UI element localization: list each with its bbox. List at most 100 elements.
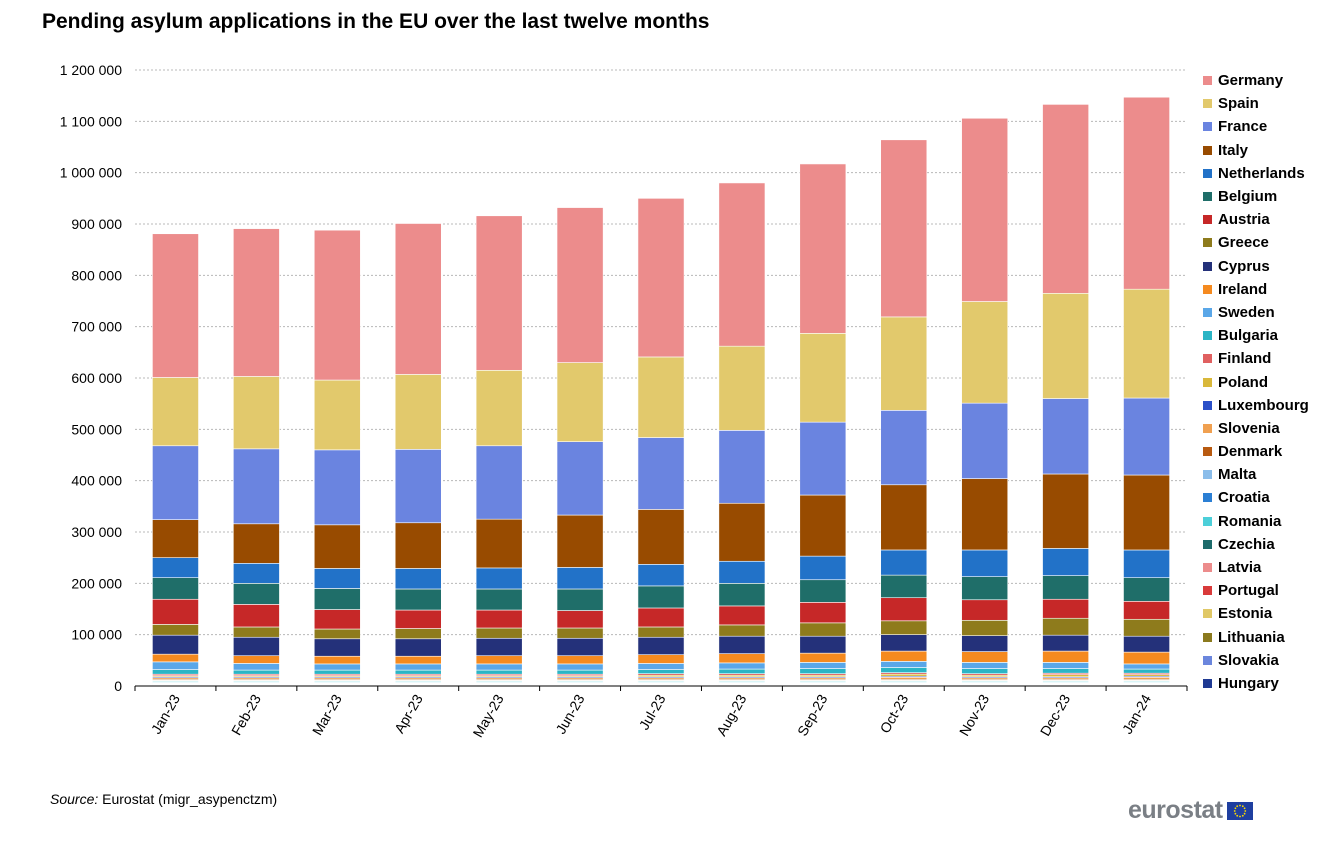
bar-spain-oct-23 (880, 316, 928, 411)
bar-cyprus-jan-23 (152, 634, 199, 655)
legend-item-ireland: Ireland (1203, 278, 1309, 301)
bar-austria-dec-23 (1042, 598, 1089, 619)
legend-swatch (1203, 539, 1212, 549)
bar-netherlands-jun-23 (556, 567, 604, 590)
bar-spain-dec-23 (1042, 292, 1089, 399)
bar-cyprus-jan-24 (1123, 635, 1170, 653)
bar-italy-dec-23 (1042, 473, 1089, 549)
chart-title: Pending asylum applications in the EU ov… (42, 10, 710, 33)
bar-belgium-jan-24 (1123, 577, 1170, 602)
bar-belgium-nov-23 (961, 576, 1009, 601)
legend-swatch (1203, 423, 1212, 433)
bar-germany-nov-23 (961, 117, 1009, 302)
bar-germany-mar-23 (313, 229, 361, 381)
bar-stack-sep-23 (799, 163, 847, 687)
legend-label: Italy (1218, 141, 1249, 159)
bar-stack-jan-24 (1123, 96, 1170, 687)
y-tick-label: 200 000 (71, 575, 122, 591)
bar-spain-feb-23 (233, 376, 280, 450)
y-tick-label: 700 000 (71, 319, 122, 335)
bar-sweden-nov-23 (961, 662, 1009, 669)
eu-flag-icon (1226, 801, 1253, 820)
bar-spain-jan-24 (1123, 288, 1170, 399)
bar-greece-aug-23 (718, 624, 766, 637)
legend-label: Malta (1218, 466, 1257, 484)
legend-swatch (1203, 76, 1212, 86)
bar-italy-aug-23 (718, 502, 766, 562)
legend-item-denmark: Denmark (1203, 440, 1309, 463)
bar-poland-dec-23 (1042, 674, 1089, 678)
bar-netherlands-jan-23 (152, 557, 199, 578)
legend: Germany Spain France Italy Netherlands Belgiu… (1203, 69, 1309, 695)
bar-belgium-aug-23 (718, 583, 766, 607)
x-tick-label: Mar-23 (309, 691, 345, 738)
bar-france-dec-23 (1042, 398, 1089, 475)
legend-item-slovakia: Slovakia (1203, 649, 1309, 672)
bar-ireland-sep-23 (799, 652, 847, 663)
x-tick-label: Jan-23 (148, 691, 183, 736)
legend-item-belgium: Belgium (1203, 185, 1309, 208)
bar-greece-apr-23 (394, 628, 442, 640)
bar-greece-jul-23 (637, 626, 685, 638)
bar-germany-jan-23 (152, 233, 199, 378)
bar-germany-jun-23 (556, 207, 604, 363)
legend-swatch (1203, 516, 1212, 526)
bar-austria-mar-23 (313, 609, 361, 630)
bar-germany-may-23 (475, 215, 523, 371)
bar-stack-aug-23 (718, 182, 766, 687)
bar-italy-jan-24 (1123, 474, 1170, 551)
legend-item-austria: Austria (1203, 208, 1309, 231)
bar-spain-jun-23 (556, 362, 604, 442)
legend-item-croatia: Croatia (1203, 486, 1309, 509)
bar-stack-may-23 (475, 215, 523, 687)
bar-belgium-feb-23 (233, 583, 280, 605)
y-tick-label: 400 000 (71, 473, 122, 489)
legend-item-slovenia: Slovenia (1203, 417, 1309, 440)
legend-label: Denmark (1218, 443, 1283, 461)
bar-cyprus-may-23 (475, 637, 523, 657)
legend-item-czechia: Czechia (1203, 533, 1309, 556)
y-tick-label: 1 100 000 (60, 113, 122, 129)
bar-france-apr-23 (394, 449, 442, 524)
bar-sweden-jan-23 (152, 661, 199, 670)
legend-swatch (1203, 377, 1212, 387)
legend-swatch (1203, 122, 1212, 132)
bar-ireland-jan-24 (1123, 651, 1170, 665)
bar-spain-sep-23 (799, 333, 847, 423)
bar-ireland-aug-23 (718, 653, 766, 664)
bar-netherlands-nov-23 (961, 549, 1009, 577)
x-tick-label: Dec-23 (1037, 691, 1074, 738)
bar-cyprus-apr-23 (394, 638, 442, 657)
bar-cyprus-dec-23 (1042, 634, 1089, 652)
x-tick-label: Feb-23 (228, 691, 264, 738)
bar-france-aug-23 (718, 430, 766, 504)
bar-ireland-mar-23 (313, 655, 361, 665)
bar-sweden-sep-23 (799, 662, 847, 669)
bar-italy-jun-23 (556, 514, 604, 568)
bar-cyprus-jun-23 (556, 637, 604, 657)
bar-bulgaria-jan-23 (152, 669, 199, 675)
legend-label: Estonia (1218, 605, 1273, 623)
legend-swatch (1203, 655, 1212, 665)
bar-cyprus-nov-23 (961, 635, 1009, 652)
legend-swatch (1203, 307, 1212, 317)
bar-stack-dec-23 (1042, 104, 1089, 687)
bar-bulgaria-jan-24 (1123, 668, 1170, 674)
bar-spain-apr-23 (394, 374, 442, 450)
bar-italy-jul-23 (637, 509, 685, 565)
legend-swatch (1203, 284, 1212, 294)
bar-stack-jul-23 (637, 198, 685, 687)
y-tick-label: 0 (114, 678, 122, 694)
bar-bulgaria-may-23 (475, 669, 523, 675)
legend-item-portugal: Portugal (1203, 579, 1309, 602)
bar-greece-jan-23 (152, 624, 199, 636)
bar-ireland-jul-23 (637, 654, 685, 664)
bar-greece-feb-23 (233, 626, 280, 638)
bar-france-jan-24 (1123, 397, 1170, 476)
legend-label: Austria (1218, 211, 1270, 229)
x-axis (134, 685, 1188, 691)
bar-austria-jan-24 (1123, 600, 1170, 620)
bar-ireland-oct-23 (880, 650, 928, 662)
bar-germany-sep-23 (799, 163, 847, 334)
